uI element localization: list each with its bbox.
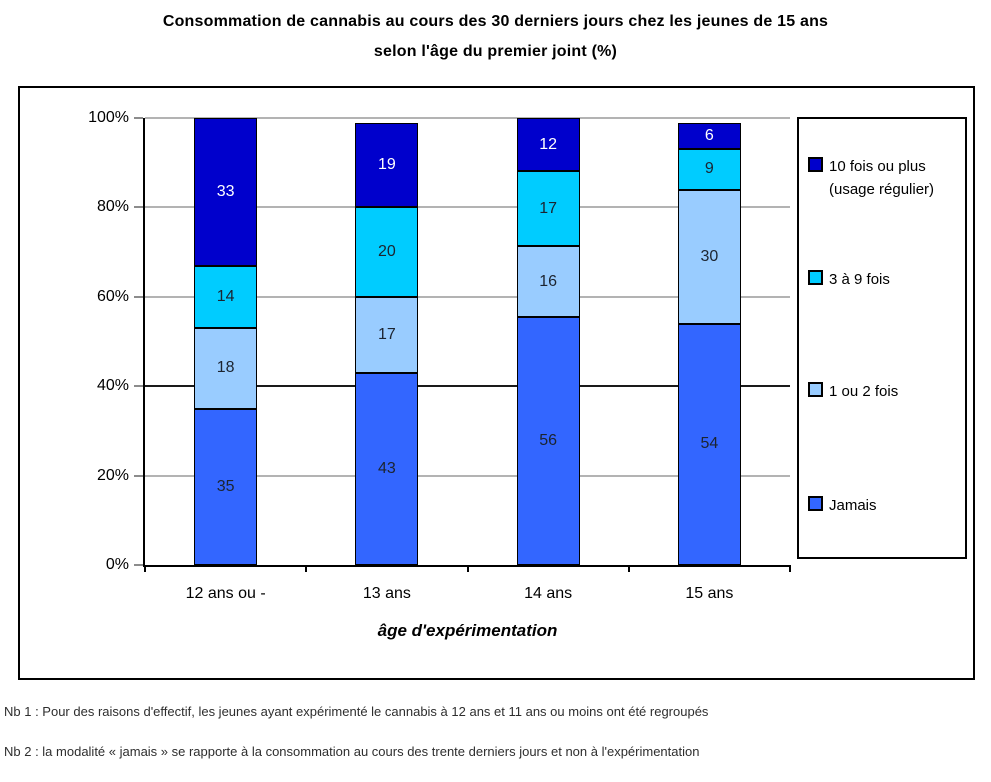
bar-segment: 54 [677, 323, 741, 565]
y-axis-tick-0 [134, 564, 143, 566]
legend-item-4: Jamais [808, 494, 877, 517]
segment-value-label: 12 [539, 135, 558, 153]
segment-value-label: 30 [700, 247, 719, 265]
x-category-label-1: 12 ans ou - [185, 585, 266, 602]
bar-12-ans-ou--: 33 14 18 35 [194, 118, 258, 565]
segment-value-label: 14 [216, 287, 235, 305]
legend-item-2: 3 à 9 fois [808, 268, 890, 291]
chart-title-line-2: selon l'âge du premier joint (%) [373, 43, 618, 60]
bar-segment: 6 [677, 122, 741, 150]
x-category-label-4: 15 ans [685, 585, 734, 602]
legend-item-label: Jamais [829, 497, 877, 514]
y-axis-label-0: 0% [105, 556, 129, 573]
y-axis-tick-20 [134, 474, 143, 477]
bar-segment: 17 [355, 296, 419, 373]
gridline-40 [145, 385, 790, 388]
segment-value-label: 20 [377, 243, 396, 261]
segment-value-label: 9 [704, 160, 714, 178]
x-category-label-3: 14 ans [524, 585, 573, 602]
legend-item-3: 1 ou 2 fois [808, 380, 898, 403]
bar-segment: 35 [194, 408, 258, 565]
segment-value-label: 33 [216, 182, 235, 200]
segment-value-label: 54 [700, 435, 719, 453]
legend-item-label: 10 fois ou plus (usage régulier) [829, 158, 935, 198]
chart-figure: âge d'expérimentation 0% 20% 40% 60% 80% 100%… [18, 86, 975, 680]
x-axis-tick-1 [305, 565, 308, 572]
bar-segment: 19 [355, 122, 419, 208]
gridline-60 [145, 295, 790, 298]
bar-segment: 12 [516, 118, 580, 172]
x-axis-tick-3 [627, 565, 630, 572]
segment-value-label: 56 [539, 432, 558, 450]
footnote-2: Nb 2 : la modalité « jamais » se rapport… [4, 744, 700, 759]
y-axis-tick-100 [134, 117, 143, 119]
segment-value-label: 43 [377, 459, 396, 477]
legend-item-label: 3 à 9 fois [829, 271, 890, 288]
bar-segment: 43 [355, 372, 419, 565]
bar-segment: 56 [516, 317, 580, 565]
bar-14-ans: 12 17 16 56 [516, 118, 580, 565]
legend-swatch-icon [808, 157, 823, 172]
y-axis-tick-80 [134, 206, 143, 209]
segment-value-label: 16 [539, 272, 558, 290]
bar-segment: 9 [677, 149, 741, 190]
bar-13-ans: 19 20 17 43 [355, 118, 419, 565]
x-axis-tick-2 [466, 565, 469, 572]
bar-segment: 17 [516, 171, 580, 247]
segment-value-label: 6 [704, 126, 714, 144]
segment-value-label: 19 [377, 155, 396, 173]
x-axis-title: âge d'expérimentation [377, 621, 558, 640]
y-axis-tick-40 [134, 385, 143, 388]
chart-title: Consommation de cannabis au cours des 30… [0, 7, 991, 67]
x-category-label-2: 13 ans [362, 585, 411, 602]
gridline-80 [145, 206, 790, 209]
y-axis-label-80: 80% [96, 198, 129, 216]
bar-segment: 20 [355, 207, 419, 297]
legend-swatch-icon [808, 382, 823, 397]
legend-item-label: 1 ou 2 fois [829, 383, 899, 400]
x-axis-tick-4 [789, 565, 791, 572]
segment-value-label: 17 [539, 199, 558, 217]
y-axis-tick-60 [134, 295, 143, 298]
bar-segment: 16 [516, 246, 580, 318]
segment-value-label: 35 [216, 477, 235, 495]
footnote-1: Nb 1 : Pour des raisons d'effectif, les … [4, 704, 709, 719]
y-axis-label-60: 60% [96, 287, 129, 305]
legend-swatch-icon [808, 496, 823, 511]
y-axis-label-100: 100% [88, 109, 129, 126]
gridline-20 [145, 474, 790, 477]
legend-box: 10 fois ou plus (usage régulier) 3 à 9 fo… [797, 117, 967, 559]
bar-segment: 18 [194, 328, 258, 409]
bar-segment: 30 [677, 189, 741, 324]
chart-title-line-1: Consommation de cannabis au cours des 30… [162, 13, 829, 30]
segment-value-label: 17 [377, 325, 396, 343]
y-axis-label-40: 40% [96, 377, 129, 395]
x-axis-tick-0 [144, 565, 146, 572]
bar-15-ans: 6 9 30 54 [677, 118, 741, 565]
bar-segment: 33 [194, 118, 258, 266]
legend-swatch-icon [808, 270, 823, 285]
legend-item-1: 10 fois ou plus (usage régulier) [808, 155, 934, 201]
bar-segment: 14 [194, 265, 258, 329]
plot-area: âge d'expérimentation 0% 20% 40% 60% 80% 100%… [88, 110, 791, 640]
y-axis-label-20: 20% [96, 466, 129, 484]
gridline-100 [145, 117, 790, 119]
segment-value-label: 18 [216, 359, 235, 377]
